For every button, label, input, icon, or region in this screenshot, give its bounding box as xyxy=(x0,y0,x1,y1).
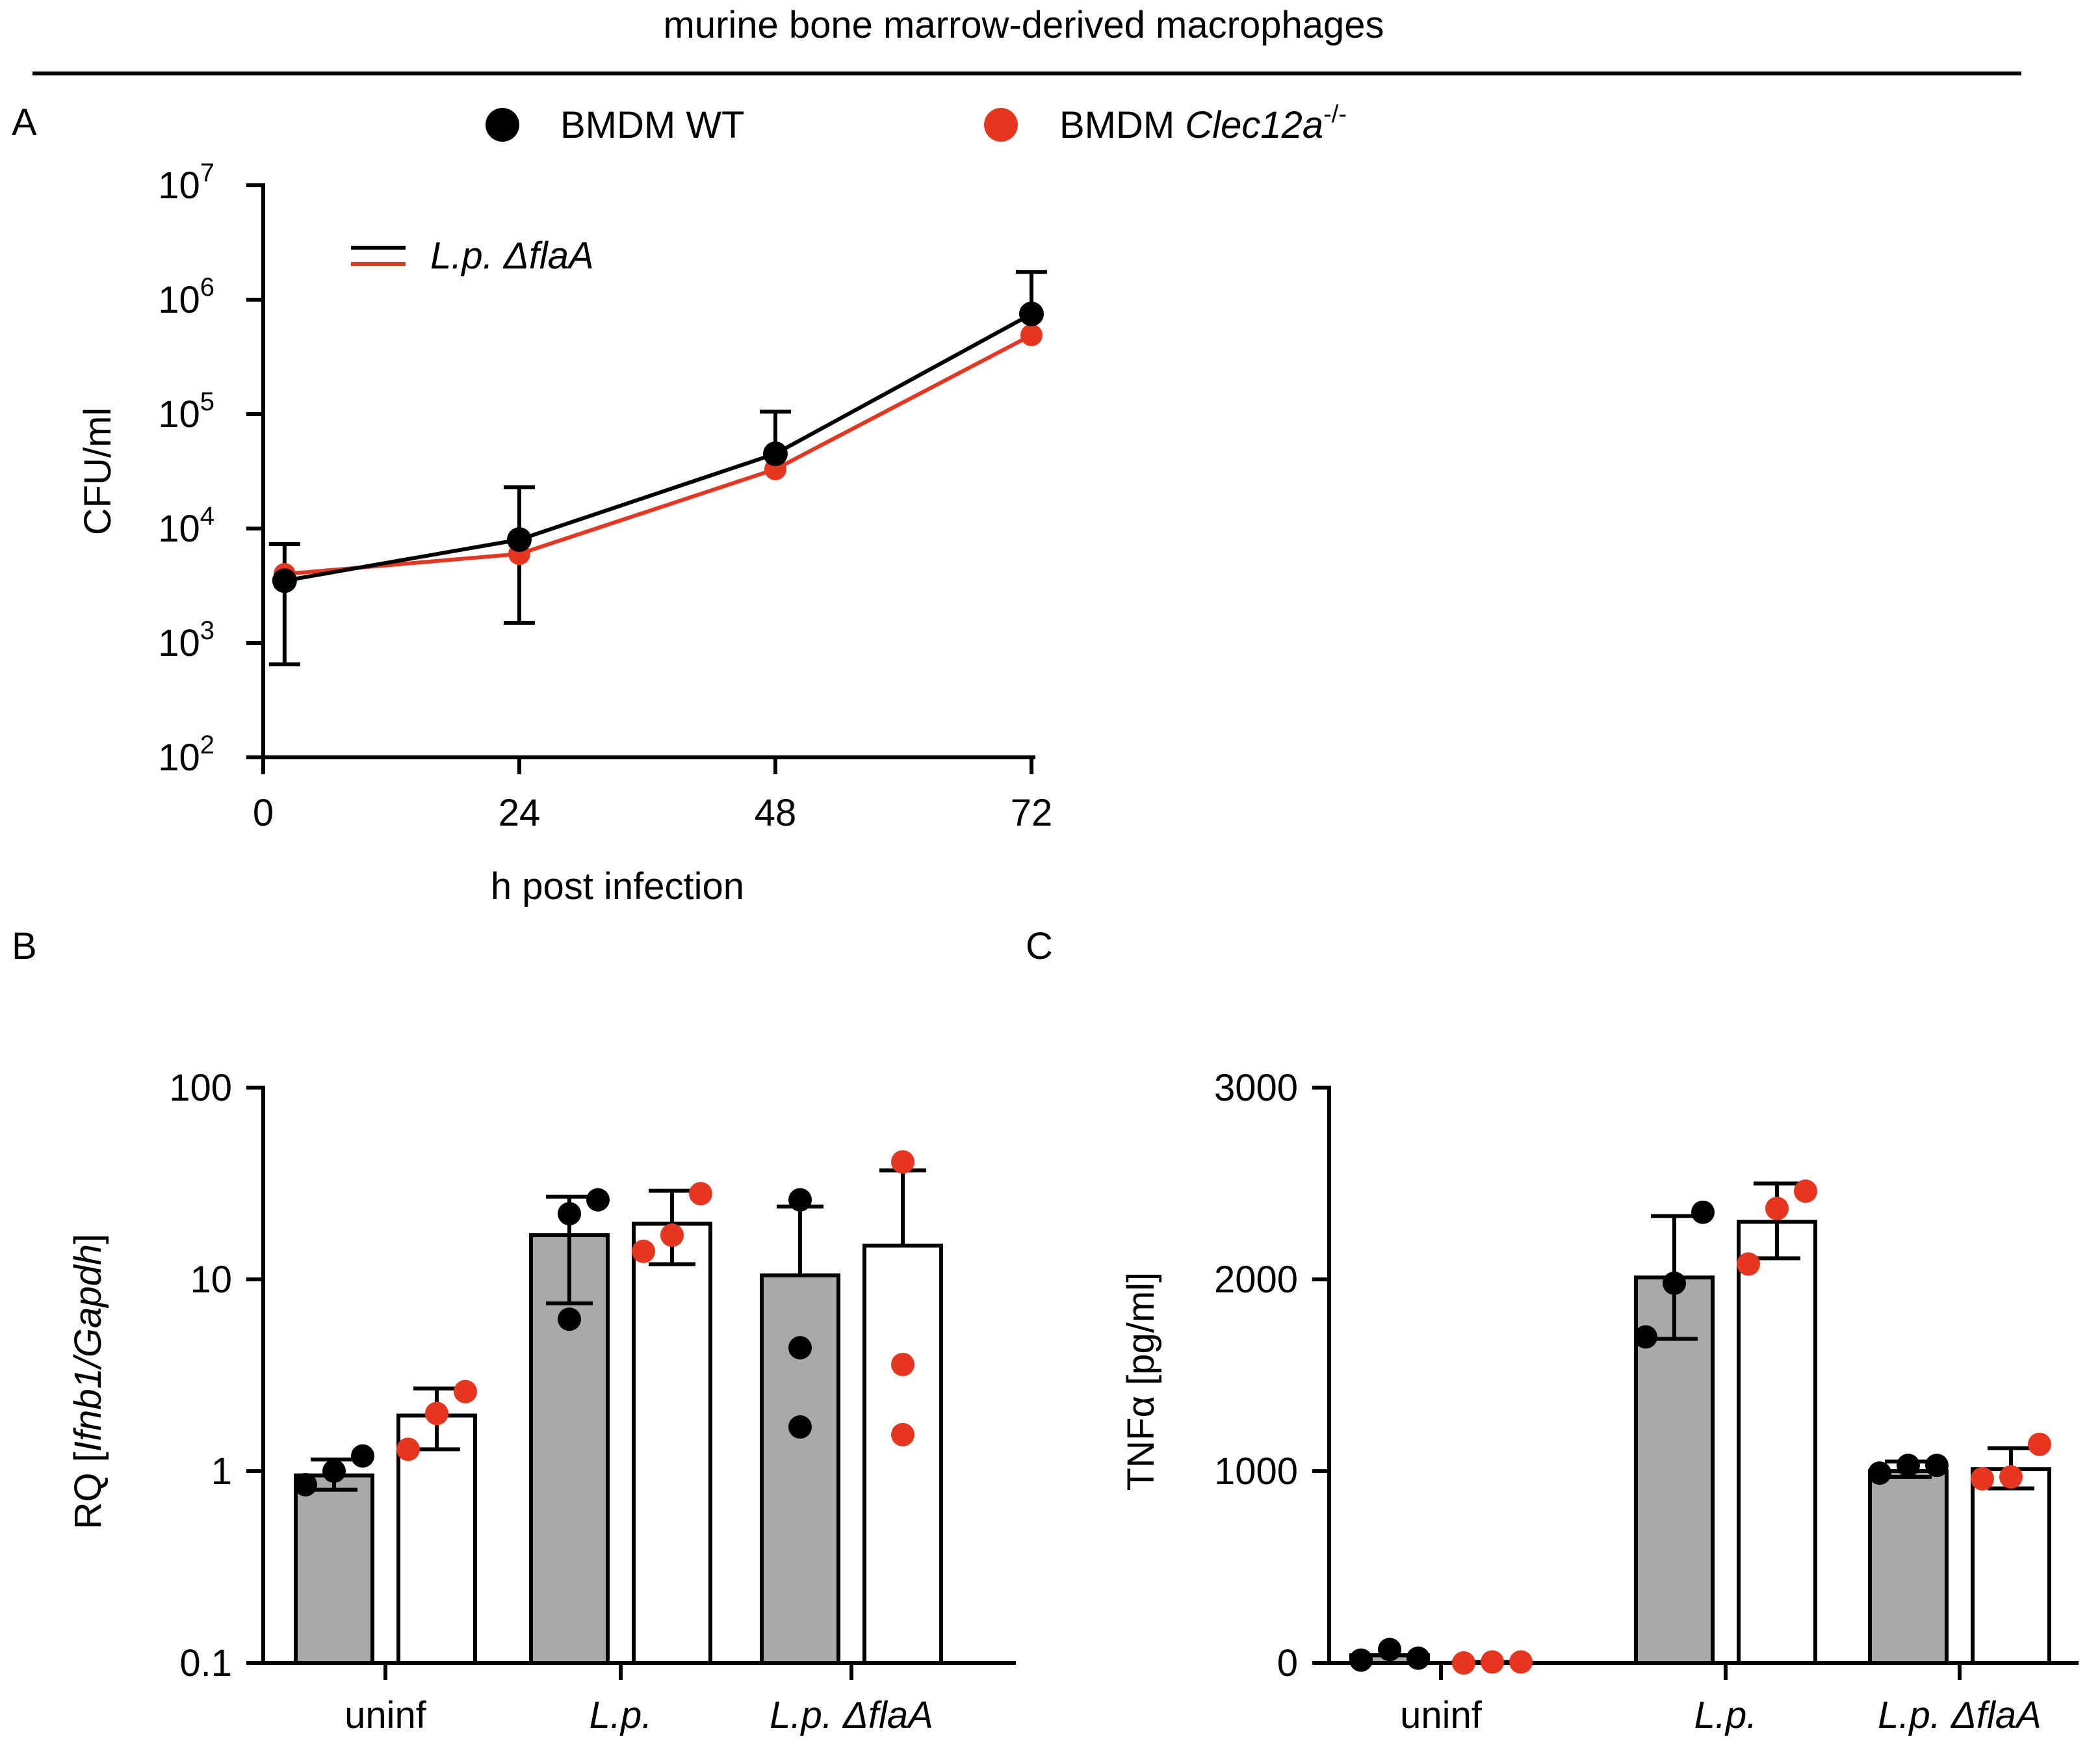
chart-b-ytick-label: 100 xyxy=(169,1067,232,1109)
chart-c-xtick-label: uninf xyxy=(1400,1694,1483,1736)
legend-wt-label: BMDM WT xyxy=(560,104,745,146)
chart-b-point-wt xyxy=(558,1307,581,1331)
panel-label-b: B xyxy=(12,925,37,967)
chart-b: 0.1 1 10 100 uninf L.p. L.p. ΔflaA RQ [Ifnb1/… xyxy=(67,1067,1016,1736)
chart-a-ko-point xyxy=(1020,324,1043,346)
chart-c-point-ko xyxy=(2028,1432,2051,1456)
chart-b-point-ko xyxy=(891,1150,914,1174)
chart-a-xlabel: h post infection xyxy=(491,865,744,908)
chart-c-point-wt xyxy=(1691,1200,1715,1224)
figure-title: murine bone marrow-derived macrophages xyxy=(664,4,1384,46)
chart-b-point-wt xyxy=(558,1201,581,1225)
chart-a-inset-legend-label: L.p. ΔflaA xyxy=(430,235,594,277)
chart-b-bar-wt xyxy=(529,1233,610,1665)
chart-a-xtick-label: 48 xyxy=(755,792,797,834)
panel-label-a: A xyxy=(12,101,37,144)
chart-b-bar-ko xyxy=(862,1244,943,1665)
chart-c-bar-ko xyxy=(1737,1220,1817,1665)
chart-a: 102 103 104 105 106 107 0 24 48 72 h post infect… xyxy=(77,159,1052,908)
chart-a-ytick-label: 105 xyxy=(158,387,214,436)
chart-c-point-wt xyxy=(1378,1638,1401,1662)
chart-a-xtick-label: 24 xyxy=(499,792,541,834)
chart-b-point-ko xyxy=(891,1422,914,1446)
chart-c-point-wt xyxy=(1897,1454,1920,1478)
chart-c-xtick-label: L.p. ΔflaA xyxy=(1878,1694,2042,1736)
chart-a-ylabel: CFU/ml xyxy=(77,408,119,536)
panel-label-c: C xyxy=(1026,925,1053,967)
chart-c-ytick-label: 3000 xyxy=(1214,1067,1298,1109)
chart-c-point-ko xyxy=(1737,1252,1760,1276)
chart-c-point-ko xyxy=(1452,1651,1475,1675)
chart-a-wt-point xyxy=(272,568,297,594)
chart-b-point-ko xyxy=(660,1223,684,1248)
chart-b-ylabel: RQ [Ifnb1/Gapdh] xyxy=(67,1234,109,1530)
chart-c: 0 1000 2000 3000 uninf L.p. L.p. ΔflaA TNFα [… xyxy=(1120,1067,2079,1736)
chart-b-point-ko xyxy=(632,1239,655,1263)
chart-c-point-ko xyxy=(1765,1196,1789,1220)
chart-b-ytick-label: 1 xyxy=(211,1450,232,1493)
chart-a-xtick-label: 0 xyxy=(253,792,274,834)
chart-b-bar-wt xyxy=(294,1473,374,1665)
chart-a-ytick-label: 104 xyxy=(158,502,214,550)
chart-a-ytick-label: 107 xyxy=(158,159,214,207)
chart-c-point-ko xyxy=(1999,1465,2023,1489)
chart-c-point-wt xyxy=(1634,1325,1657,1349)
chart-c-bar-wt xyxy=(1868,1469,1949,1665)
chart-c-point-wt xyxy=(1349,1648,1373,1672)
chart-c-xtick-label: L.p. xyxy=(1694,1694,1757,1736)
chart-b-point-wt xyxy=(788,1415,812,1439)
chart-a-wt-point xyxy=(507,527,532,553)
chart-b-point-ko xyxy=(425,1402,448,1426)
chart-b-point-ko xyxy=(891,1352,914,1376)
chart-b-ytick-label: 0.1 xyxy=(179,1642,232,1684)
chart-b-ytick-label: 10 xyxy=(190,1259,232,1301)
chart-c-point-wt xyxy=(1406,1646,1430,1670)
chart-b-point-wt xyxy=(294,1472,317,1497)
chart-b-point-ko xyxy=(454,1379,477,1404)
chart-c-bar-ko xyxy=(1971,1467,2051,1666)
chart-c-point-ko xyxy=(1794,1179,1817,1203)
chart-a-ytick-label: 103 xyxy=(158,616,214,664)
chart-b-point-wt xyxy=(788,1188,812,1212)
chart-a-wt-point xyxy=(763,441,788,467)
chart-c-ytick-label: 2000 xyxy=(1214,1259,1298,1301)
chart-b-point-wt xyxy=(351,1444,374,1468)
chart-c-point-ko xyxy=(1481,1650,1504,1674)
chart-b-point-ko xyxy=(396,1437,420,1461)
chart-a-xtick-label: 72 xyxy=(1011,792,1053,834)
chart-a-ytick-label: 106 xyxy=(158,273,214,321)
chart-b-point-wt xyxy=(322,1459,346,1483)
chart-b-xtick-label: uninf xyxy=(344,1694,427,1736)
chart-c-point-ko xyxy=(1509,1650,1533,1674)
chart-b-point-ko xyxy=(689,1182,712,1206)
legend-ko-label: BMDM Clec12a-/- xyxy=(1059,101,1347,146)
legend-wt-marker xyxy=(486,108,519,142)
chart-a-wt-point xyxy=(1019,301,1044,326)
chart-c-point-wt xyxy=(1663,1271,1686,1295)
chart-a-wt-line xyxy=(284,312,1033,583)
chart-c-point-wt xyxy=(1925,1454,1949,1478)
chart-b-point-wt xyxy=(586,1188,610,1212)
chart-c-ytick-label: 0 xyxy=(1277,1642,1298,1684)
chart-b-xtick-label: L.p. ΔflaA xyxy=(770,1694,933,1736)
chart-b-xtick-label: L.p. xyxy=(590,1694,653,1736)
chart-b-bar-wt xyxy=(760,1273,840,1665)
chart-b-bar-ko xyxy=(632,1222,712,1665)
chart-c-ylabel: TNFα [pg/ml] xyxy=(1120,1272,1162,1491)
chart-c-ytick-label: 1000 xyxy=(1214,1450,1298,1493)
chart-c-point-ko xyxy=(1971,1467,1994,1491)
legend-ko-marker xyxy=(984,108,1018,142)
chart-c-point-wt xyxy=(1868,1461,1891,1485)
chart-a-ko-line xyxy=(284,333,1033,577)
chart-b-point-wt xyxy=(788,1336,812,1360)
chart-a-ytick-label: 102 xyxy=(158,731,214,779)
